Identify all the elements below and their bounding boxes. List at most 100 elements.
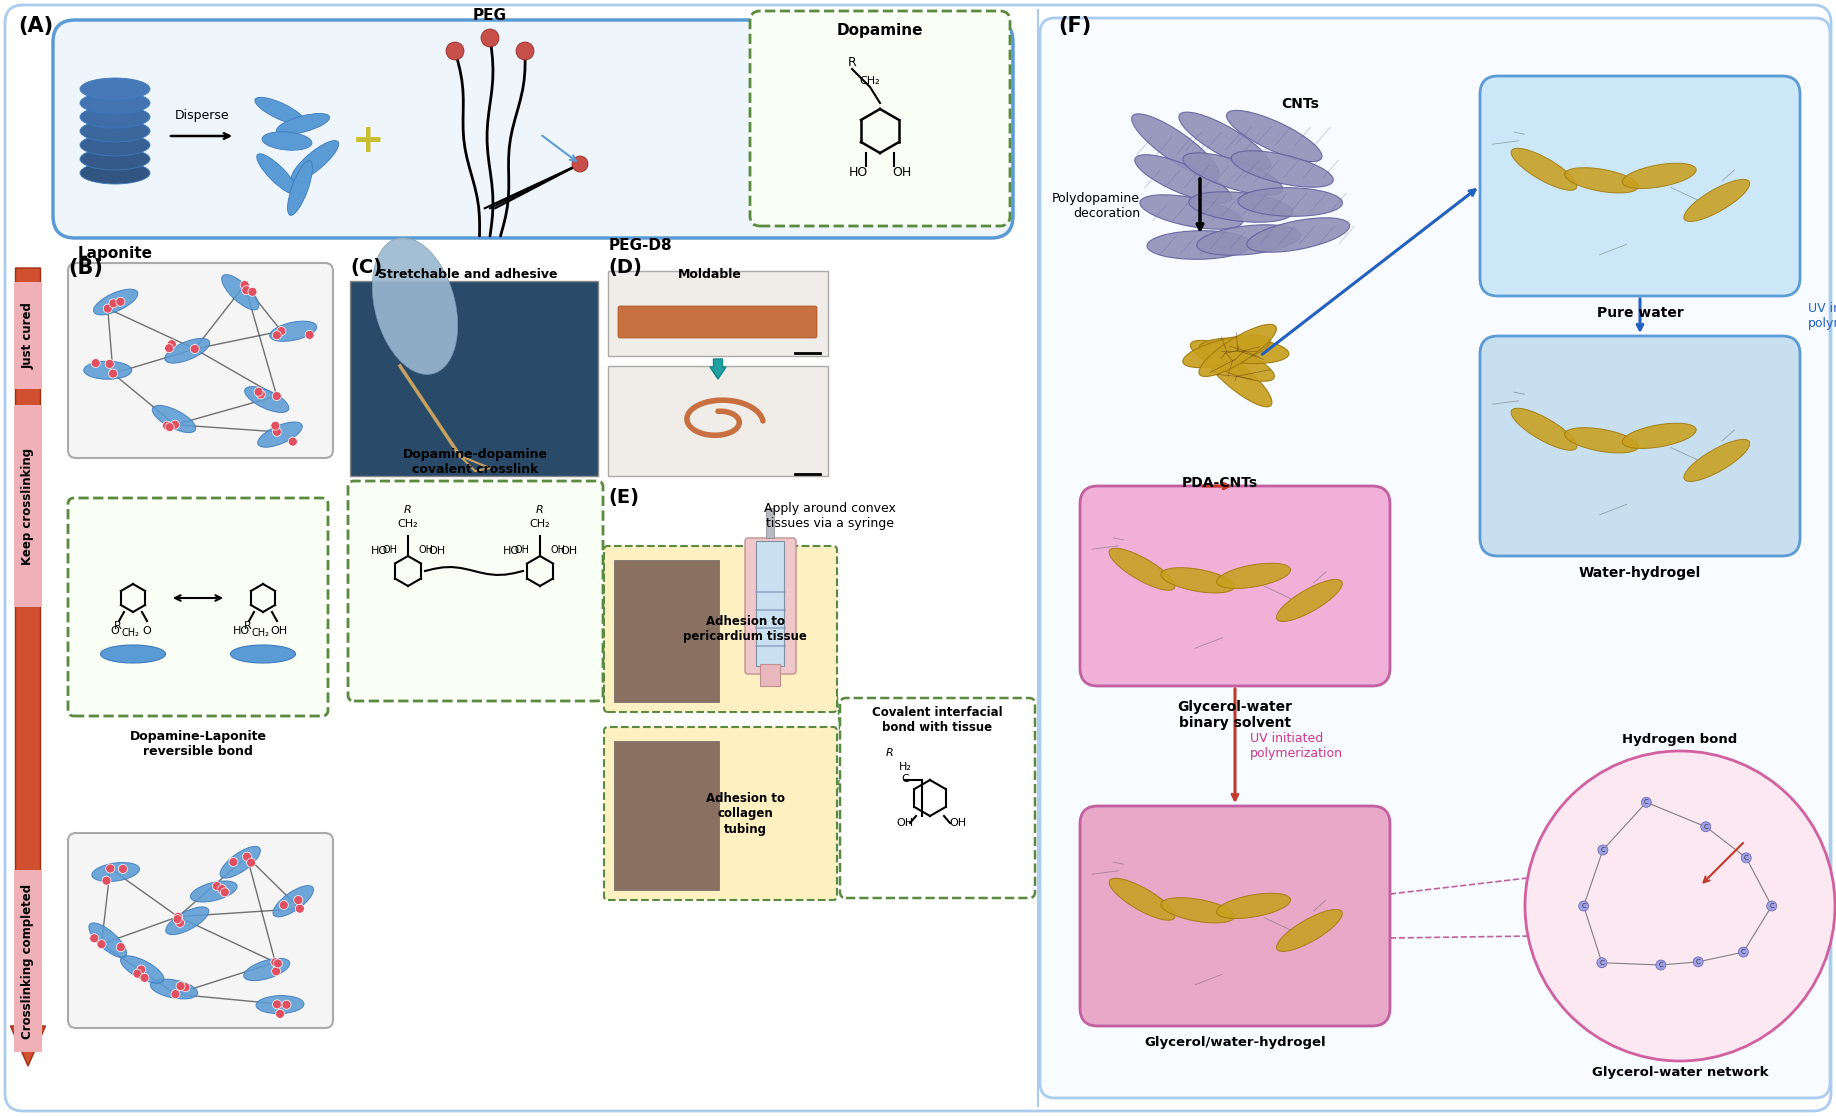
Circle shape: [90, 934, 99, 943]
Text: CH₂: CH₂: [859, 76, 879, 86]
Text: (B): (B): [68, 258, 103, 278]
Text: CH₂: CH₂: [252, 628, 270, 638]
Text: PEG-D8: PEG-D8: [608, 238, 672, 253]
Ellipse shape: [274, 886, 314, 917]
Text: R: R: [114, 620, 121, 631]
Ellipse shape: [1199, 338, 1289, 364]
FancyBboxPatch shape: [6, 4, 1830, 1112]
Ellipse shape: [270, 321, 318, 341]
Circle shape: [176, 918, 184, 927]
Ellipse shape: [257, 154, 297, 194]
Circle shape: [1766, 901, 1777, 911]
Ellipse shape: [1217, 893, 1291, 918]
Text: C: C: [1744, 855, 1748, 860]
Text: OH: OH: [428, 546, 444, 556]
Ellipse shape: [222, 275, 259, 310]
Ellipse shape: [1684, 180, 1750, 221]
Text: Stretchable and adhesive: Stretchable and adhesive: [378, 268, 558, 281]
Ellipse shape: [231, 645, 296, 663]
Text: R: R: [404, 506, 411, 514]
Text: UV initiated
polymerization: UV initiated polymerization: [1250, 732, 1342, 760]
Ellipse shape: [81, 148, 151, 170]
Ellipse shape: [121, 955, 163, 983]
Circle shape: [248, 287, 257, 297]
Circle shape: [103, 876, 110, 885]
FancyBboxPatch shape: [1080, 485, 1390, 686]
Circle shape: [1641, 797, 1651, 807]
Circle shape: [167, 339, 176, 348]
Text: HO: HO: [848, 166, 868, 179]
FancyBboxPatch shape: [68, 498, 329, 716]
Ellipse shape: [88, 923, 127, 958]
Ellipse shape: [165, 338, 209, 363]
Text: CH₂: CH₂: [531, 519, 551, 529]
Ellipse shape: [255, 995, 305, 1013]
Ellipse shape: [81, 121, 151, 142]
FancyBboxPatch shape: [604, 727, 837, 899]
FancyBboxPatch shape: [15, 405, 42, 607]
Circle shape: [294, 896, 303, 905]
Text: PDA-CNTs: PDA-CNTs: [1182, 477, 1258, 490]
Circle shape: [272, 427, 281, 436]
Text: O: O: [110, 626, 119, 636]
Ellipse shape: [1131, 114, 1219, 179]
Ellipse shape: [81, 106, 151, 128]
Circle shape: [481, 29, 499, 47]
Text: OH: OH: [896, 818, 914, 828]
Ellipse shape: [1564, 427, 1638, 453]
Ellipse shape: [1247, 218, 1349, 252]
Text: CH₂: CH₂: [121, 628, 140, 638]
Text: HO: HO: [371, 546, 387, 556]
Text: C: C: [1741, 949, 1746, 955]
Circle shape: [1656, 960, 1665, 970]
Circle shape: [230, 857, 239, 866]
Circle shape: [1741, 853, 1752, 863]
Ellipse shape: [263, 132, 312, 151]
Text: C: C: [1643, 799, 1649, 806]
Bar: [756, 541, 784, 666]
Ellipse shape: [1109, 548, 1175, 590]
FancyBboxPatch shape: [349, 481, 602, 701]
FancyBboxPatch shape: [613, 560, 720, 702]
Text: +: +: [353, 122, 384, 160]
Text: Polydopamine
decoration: Polydopamine decoration: [1052, 192, 1140, 220]
FancyBboxPatch shape: [613, 741, 720, 889]
Circle shape: [241, 280, 250, 289]
Circle shape: [220, 888, 230, 897]
Text: HO: HO: [503, 546, 520, 556]
Text: C: C: [1704, 824, 1707, 829]
Ellipse shape: [1160, 568, 1236, 593]
Circle shape: [272, 958, 279, 966]
Circle shape: [106, 864, 114, 873]
Circle shape: [573, 156, 588, 172]
FancyBboxPatch shape: [745, 538, 797, 674]
Circle shape: [272, 421, 279, 430]
Text: R: R: [887, 748, 894, 758]
Ellipse shape: [1684, 440, 1750, 481]
Ellipse shape: [1182, 153, 1283, 195]
Ellipse shape: [101, 645, 165, 663]
Text: Water-hydrogel: Water-hydrogel: [1579, 566, 1702, 580]
Circle shape: [136, 965, 145, 974]
Ellipse shape: [1199, 325, 1276, 376]
FancyBboxPatch shape: [619, 306, 817, 338]
Ellipse shape: [288, 161, 312, 215]
Ellipse shape: [1197, 224, 1300, 256]
Circle shape: [163, 421, 171, 430]
Ellipse shape: [81, 162, 151, 184]
Ellipse shape: [84, 362, 132, 379]
Ellipse shape: [1182, 335, 1271, 367]
FancyBboxPatch shape: [749, 11, 1010, 227]
Text: Dopamine-dopamine
covalent crosslink: Dopamine-dopamine covalent crosslink: [402, 448, 547, 477]
Circle shape: [283, 1000, 290, 1009]
Text: OH: OH: [949, 818, 966, 828]
Text: C: C: [1599, 960, 1605, 965]
Circle shape: [116, 297, 125, 306]
Ellipse shape: [1623, 423, 1696, 449]
Text: OH: OH: [382, 545, 398, 555]
FancyBboxPatch shape: [1480, 336, 1799, 556]
Ellipse shape: [244, 386, 288, 413]
Circle shape: [182, 983, 189, 992]
Ellipse shape: [220, 846, 261, 878]
Ellipse shape: [1623, 163, 1696, 189]
